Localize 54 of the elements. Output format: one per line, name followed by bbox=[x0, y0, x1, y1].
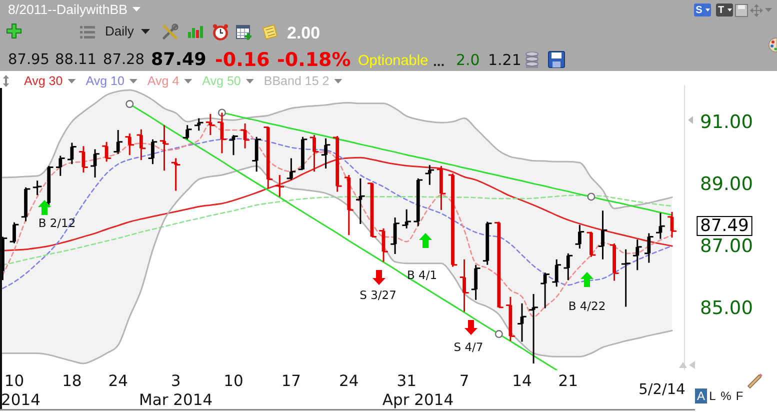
y-tick-label: 91.00 bbox=[700, 112, 753, 133]
text: ... bbox=[433, 53, 445, 69]
chart-title: 8/2011--DailywithBB bbox=[8, 2, 128, 17]
text: 2.0 bbox=[456, 51, 480, 69]
point bbox=[126, 100, 134, 108]
line-series bbox=[2, 89, 673, 210]
text: 5/2/14 bbox=[638, 382, 686, 398]
text: Daily bbox=[105, 24, 134, 38]
text: -0.18% bbox=[277, 49, 351, 71]
text: Mar 2014 bbox=[138, 391, 213, 409]
text: 87.28 bbox=[103, 52, 145, 68]
annotation: B 4/1 bbox=[406, 268, 438, 282]
x-tick-label: 31 bbox=[396, 372, 416, 390]
text: Avg 30 bbox=[24, 74, 63, 88]
x-tick-label: 24 bbox=[339, 372, 359, 390]
text: -0.16 bbox=[215, 49, 270, 71]
text: Optionable bbox=[358, 53, 428, 69]
annotation: S 3/27 bbox=[360, 288, 396, 302]
text: 87.49 bbox=[151, 50, 206, 70]
text: 87.95 bbox=[8, 52, 50, 68]
text: Apr 2014 bbox=[382, 391, 454, 409]
x-tick-label: 24 bbox=[108, 372, 128, 390]
x-tick-label: 21 bbox=[558, 372, 578, 390]
x-tick-label: 17 bbox=[281, 372, 302, 390]
text: T bbox=[718, 5, 724, 16]
point bbox=[587, 192, 596, 201]
x-tick-label: 14 bbox=[512, 372, 532, 390]
text: % bbox=[720, 389, 732, 403]
text: Avg 4 bbox=[147, 74, 180, 88]
y-tick-label: 87.00 bbox=[700, 236, 753, 257]
annotation: B 2/12 bbox=[38, 216, 76, 230]
x-tick-label: 10 bbox=[224, 372, 244, 390]
x-tick-label: 7 bbox=[459, 372, 470, 390]
text: 88.11 bbox=[55, 52, 97, 68]
line-series bbox=[2, 165, 673, 364]
x-tick-label: 10 bbox=[4, 372, 24, 390]
text: 2014 bbox=[1, 391, 40, 409]
annotation: B 4/22 bbox=[568, 299, 606, 313]
text: L bbox=[709, 389, 716, 403]
x-tick-label: 3 bbox=[170, 372, 181, 390]
text: 87.49 bbox=[700, 216, 749, 236]
point bbox=[494, 330, 503, 338]
text: 1.21 bbox=[488, 51, 522, 69]
text: F bbox=[736, 389, 744, 403]
y-tick-label: 85.00 bbox=[700, 298, 753, 319]
text: 2.00 bbox=[287, 24, 320, 42]
text: S bbox=[696, 5, 703, 16]
x-tick-label: 18 bbox=[62, 372, 82, 390]
annotation: S 4/7 bbox=[454, 340, 484, 354]
line-series bbox=[2, 122, 673, 318]
y-tick-label: 89.00 bbox=[700, 174, 753, 195]
text: Avg 50 bbox=[202, 74, 241, 88]
series-label: BBand 15 2 bbox=[264, 74, 330, 88]
text: Avg 10 bbox=[86, 74, 124, 88]
